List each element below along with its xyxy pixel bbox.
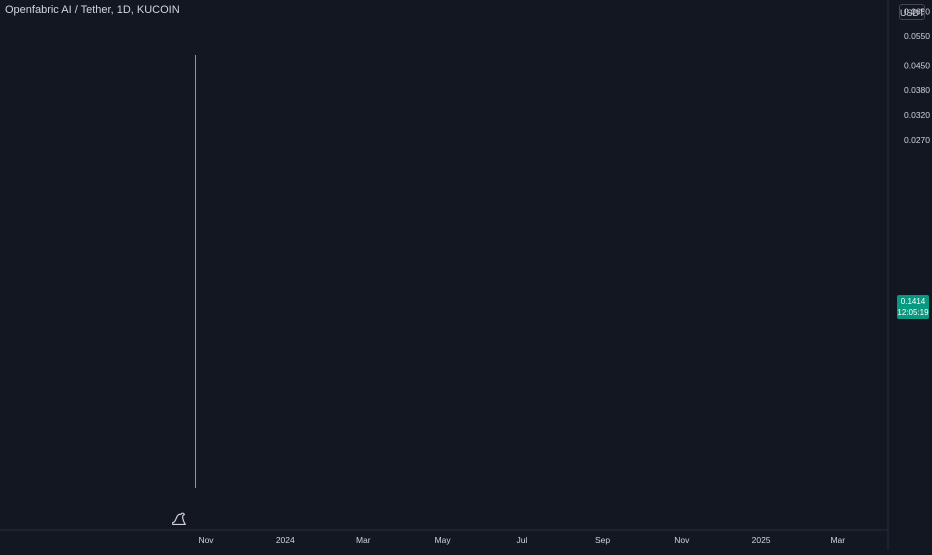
last-price-tag: 0.1414 12:05:19 — [897, 295, 929, 319]
bar-countdown: 12:05:19 — [897, 308, 929, 317]
time-axis-label: Nov — [198, 535, 214, 545]
time-axis-label: Sep — [595, 535, 610, 545]
time-axis-label: Nov — [674, 535, 690, 545]
time-axis-label: Jul — [516, 535, 527, 545]
price-axis-label: 0.0650 — [904, 7, 930, 17]
time-axis-label: May — [435, 535, 452, 545]
symbol-title[interactable]: Openfabric AI / Tether, 1D, KUCOIN — [5, 4, 180, 16]
time-axis-label: 2024 — [276, 535, 295, 545]
last-price-value: 0.1414 — [900, 297, 926, 306]
currency-button[interactable]: USDT — [899, 4, 925, 20]
time-axis-label: 2025 — [752, 535, 771, 545]
time-axis-label: Mar — [356, 535, 371, 545]
horizontal-zones — [195, 55, 197, 488]
price-axis-label: 0.0270 — [904, 135, 930, 145]
price-axis[interactable]: 1.20001.00000.80000.65000.55000.45000.37… — [904, 0, 930, 146]
price-axis-label: 0.0380 — [904, 85, 930, 95]
time-axis[interactable]: Nov 2024 Mar May Jul Sep Nov 2025 Mar — [198, 535, 845, 545]
time-axis-label: Mar — [830, 535, 845, 545]
price-axis-label: 0.0550 — [904, 31, 930, 41]
price-axis-label: 0.0320 — [904, 110, 930, 120]
price-axis-label: 0.0450 — [904, 60, 930, 70]
tradingview-logo-icon[interactable] — [170, 510, 188, 528]
